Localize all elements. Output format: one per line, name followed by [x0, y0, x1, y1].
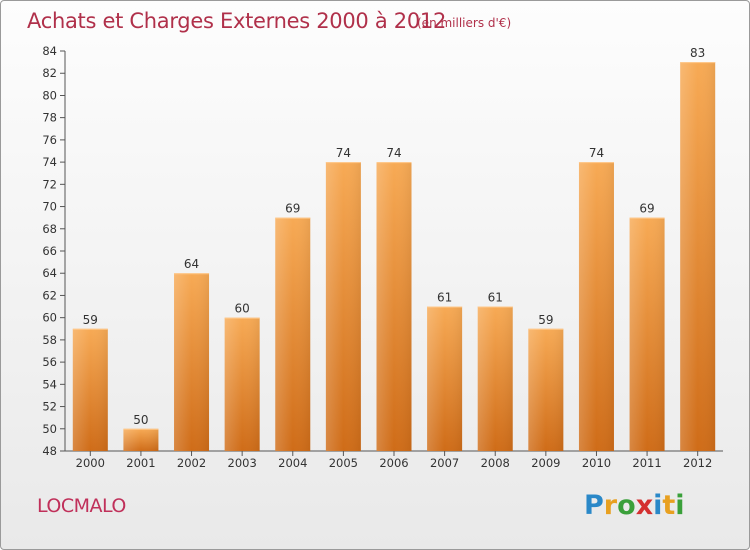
y-tick-label: 64: [42, 266, 57, 280]
bar-shine: [477, 306, 513, 451]
bar-shine: [427, 306, 463, 451]
bar-value-label: 69: [639, 202, 654, 216]
logo-letter: t: [662, 490, 676, 521]
bar-value-label: 50: [133, 413, 148, 427]
x-tick-label: 2002: [177, 456, 206, 470]
logo-letter: x: [635, 490, 654, 521]
bar-value-label: 74: [336, 146, 351, 160]
y-tick-label: 62: [42, 288, 57, 302]
logo-letter: i: [675, 490, 685, 521]
bar-value-label: 59: [83, 313, 98, 327]
bar-shine: [680, 62, 716, 451]
y-tick-label: 74: [42, 155, 57, 169]
x-tick-label: 2008: [481, 456, 510, 470]
unit-label: (en milliers d'€): [417, 16, 512, 30]
y-tick-label: 48: [42, 444, 57, 458]
y-tick-label: 68: [42, 222, 57, 236]
bar-value-label: 61: [488, 291, 503, 305]
bar-value-label: 59: [538, 313, 553, 327]
bar-value-label: 83: [690, 46, 705, 60]
y-tick-label: 60: [42, 311, 57, 325]
logo-letter: r: [603, 490, 618, 521]
axes: 48 50 52 54 56 58 60 62 64 66 68 70 72 74 76 78 80 82 84 20…: [42, 44, 723, 470]
y-tick-label: 78: [42, 111, 57, 125]
bar-value-label: 61: [437, 291, 452, 305]
logo-letter: P: [584, 490, 604, 521]
x-tick-label: 2006: [379, 456, 408, 470]
x-tick-label: 2001: [126, 456, 155, 470]
x-tick-label: 2004: [278, 456, 307, 470]
x-tick-label: 2009: [531, 456, 560, 470]
bar-shine: [528, 328, 564, 451]
y-tick-label: 52: [42, 400, 57, 414]
bar-shine: [629, 217, 665, 451]
y-tick-label: 84: [42, 44, 57, 58]
bar-value-label: 69: [285, 202, 300, 216]
bar-shine: [72, 328, 108, 451]
bar-value-label: 74: [386, 146, 401, 160]
bar-shine: [275, 217, 311, 451]
bar-shine: [325, 162, 361, 451]
y-tick-label: 82: [42, 66, 57, 80]
bar-shine: [123, 428, 159, 451]
bar-value-label: 64: [184, 257, 199, 271]
bar-shine: [578, 162, 614, 451]
bar-shine: [224, 317, 260, 451]
bar-shine: [174, 273, 210, 451]
y-tick-label: 54: [42, 377, 57, 391]
x-tick-label: 2005: [329, 456, 358, 470]
x-tick-label: 2000: [76, 456, 105, 470]
x-tick-label: 2010: [582, 456, 611, 470]
y-tick-label: 72: [42, 177, 57, 191]
x-tick-label: 2003: [228, 456, 257, 470]
proxiti-logo: Proxiti: [584, 490, 685, 521]
bar-value-label: 74: [589, 146, 604, 160]
logo-letter: i: [653, 490, 663, 521]
y-tick-label: 56: [42, 355, 57, 369]
logo-letter: o: [617, 490, 636, 521]
y-tick-label: 70: [42, 200, 57, 214]
y-tick-label: 66: [42, 244, 57, 258]
bars: 59 50 64 60 69 74 74 61 61 59 74 69 83: [72, 46, 716, 451]
y-tick-label: 50: [42, 422, 57, 436]
commune-name: LOCMALO: [37, 495, 126, 517]
y-tick-label: 80: [42, 88, 57, 102]
bar-value-label: 60: [235, 302, 250, 316]
y-tick-label: 76: [42, 133, 57, 147]
x-tick-label: 2011: [632, 456, 661, 470]
x-tick-label: 2007: [430, 456, 459, 470]
bar-shine: [376, 162, 412, 451]
chart-title: Achats et Charges Externes 2000 à 2012: [27, 9, 447, 33]
y-tick-label: 58: [42, 333, 57, 347]
x-tick-label: 2012: [683, 456, 712, 470]
